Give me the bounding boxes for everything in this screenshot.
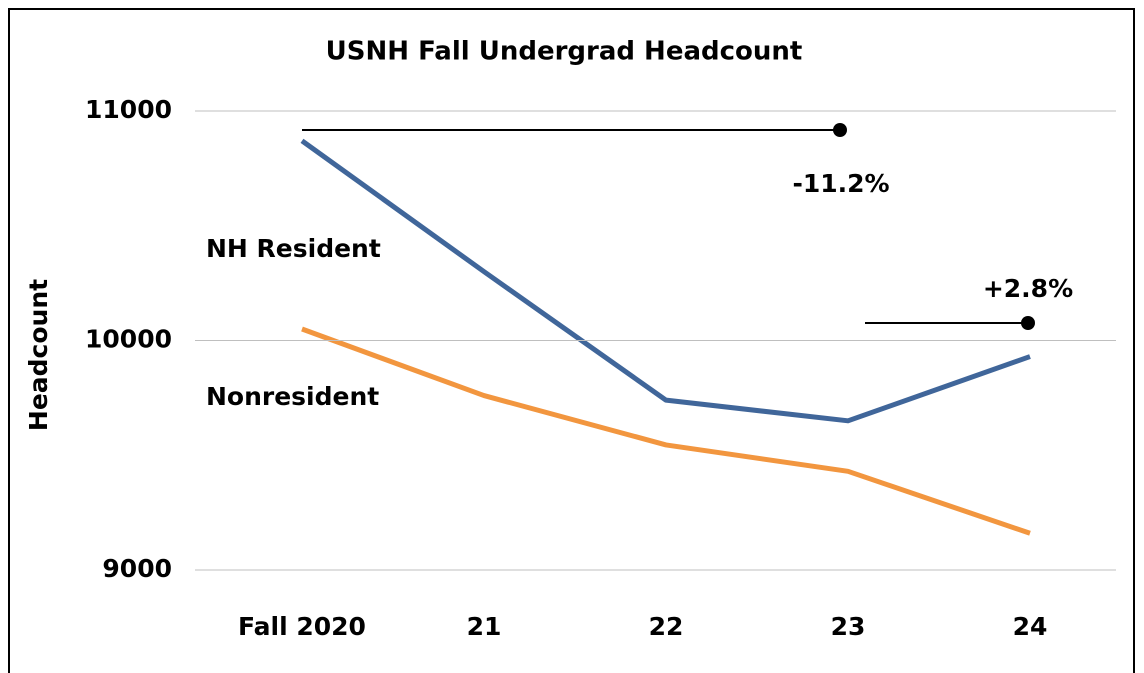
annotation: -11.2% xyxy=(792,169,889,198)
x-tick-label: Fall 2020 xyxy=(238,612,366,641)
y-axis-label: Headcount xyxy=(24,279,53,431)
y-tick-label: 11000 xyxy=(85,95,172,124)
annotation-dot xyxy=(833,123,847,137)
x-tick-label: 23 xyxy=(831,612,866,641)
annotation-dot xyxy=(1021,316,1035,330)
series-line xyxy=(300,138,1031,424)
series-label: Nonresident xyxy=(206,382,379,411)
y-tick-label: 10000 xyxy=(85,325,172,354)
series-line xyxy=(301,326,1031,536)
annotation: +2.8% xyxy=(983,274,1073,303)
series-label: NH Resident xyxy=(206,234,381,263)
frame xyxy=(8,8,1135,673)
y-tick-label: 9000 xyxy=(102,554,172,583)
x-tick-label: 24 xyxy=(1013,612,1048,641)
x-tick-label: 21 xyxy=(467,612,502,641)
x-tick-label: 22 xyxy=(649,612,684,641)
chart-title: USNH Fall Undergrad Headcount xyxy=(326,37,803,67)
